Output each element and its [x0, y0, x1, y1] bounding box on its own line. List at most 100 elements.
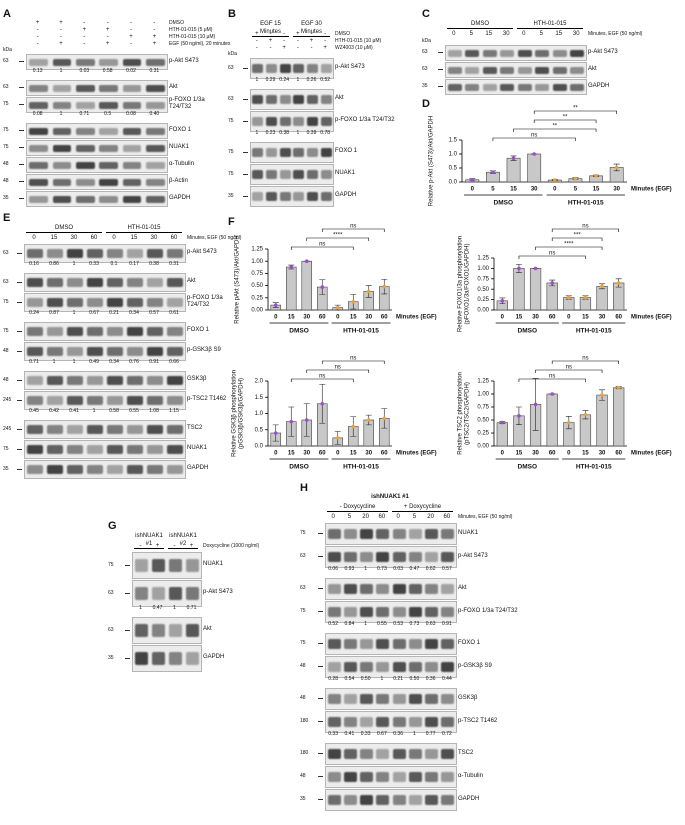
blot-band: [376, 584, 390, 594]
y-tick-label: 0.25: [251, 295, 263, 301]
blot-band: [167, 376, 183, 385]
blot: [24, 342, 186, 361]
blot-band: [147, 376, 163, 385]
data-point: [500, 420, 505, 425]
blot-band: [447, 66, 462, 74]
blot-label: p-FOXO 1/3a T24/T32: [458, 607, 518, 614]
significance-bracket: [535, 369, 603, 373]
data-point: [382, 416, 387, 421]
blot-band: [99, 127, 118, 135]
blot-band: [517, 66, 532, 74]
blot-label: p-GSK3β S9: [187, 347, 221, 353]
quant-value: 0.40: [149, 111, 160, 117]
quant-value: 0.03: [79, 68, 90, 74]
blot-band: [465, 83, 480, 91]
blot: [26, 80, 168, 96]
quant-value: 0.61: [169, 310, 179, 316]
x-tick-label: 0: [501, 315, 505, 321]
blot-band: [87, 298, 103, 307]
bar: [579, 414, 592, 447]
blot: [325, 633, 457, 655]
blot-band: [408, 639, 422, 649]
blot-band: [425, 662, 439, 672]
quant-value: 0.45: [29, 408, 39, 414]
blot-band: [343, 584, 357, 594]
kda-marker: 75: [228, 148, 234, 155]
x-axis-label: Minutes (EGF): [396, 451, 437, 457]
blot-band: [320, 169, 332, 180]
y-tick-label: 0.50: [251, 283, 263, 289]
kda-marker: 245: [3, 396, 12, 403]
blot-band: [535, 49, 550, 57]
quant-value: 0.57: [442, 566, 452, 572]
group-label: DMSO: [289, 464, 309, 471]
significance-bracket: [518, 378, 586, 382]
blot-band: [107, 425, 123, 434]
blot-band: [425, 639, 439, 649]
kda-tick: [318, 721, 323, 722]
blot-band: [87, 396, 103, 405]
blot-band: [392, 795, 406, 805]
blot-band: [146, 58, 165, 66]
blot-band: [392, 552, 406, 562]
blot-band: [134, 587, 149, 600]
lane-label: -: [139, 543, 142, 549]
significance-bracket: [306, 237, 370, 241]
blot-band: [52, 58, 72, 66]
blot-band: [376, 529, 390, 539]
blot-label: NUAK1: [187, 445, 208, 451]
blot-band: [425, 607, 439, 617]
blot-band: [122, 178, 142, 186]
blot-band: [146, 101, 165, 109]
kda-marker: 48: [300, 695, 306, 701]
blot-label: GSK3β: [187, 376, 207, 382]
data-point: [382, 284, 387, 289]
lane-label: -: [324, 31, 327, 37]
blot-band: [392, 584, 406, 594]
blot-band: [343, 694, 357, 704]
x-tick-label: 0: [567, 451, 571, 457]
panel-letter: A: [3, 8, 11, 20]
y-tick-label: 0.50: [477, 287, 489, 293]
blot-band: [52, 178, 72, 186]
kda-marker: 48: [3, 347, 9, 354]
lane-label: -: [153, 27, 156, 33]
chart: D Relative p-Akt (S473)/Akt/GAPDH 0.0 0.5 1.…: [422, 98, 672, 207]
quant-value: 0.33: [328, 731, 338, 737]
blot: [325, 688, 457, 710]
x-tick-label: 30: [531, 187, 538, 193]
blot-band: [151, 652, 166, 665]
blot: [250, 142, 334, 163]
blot-band: [67, 445, 83, 454]
chart: Relative GSK3β phosphorylation (pGSK3β/GS…: [232, 356, 437, 471]
blot-band: [465, 49, 480, 57]
blot-band: [441, 749, 455, 759]
panel-letter: F: [228, 216, 235, 228]
quant-value: 0.42: [49, 408, 59, 414]
blot-band: [122, 195, 142, 203]
quant-value: 0.71: [79, 111, 90, 117]
kda-tick: [125, 592, 130, 594]
blot-label: Akt: [335, 95, 344, 101]
blot-label: FOXO 1: [335, 148, 358, 154]
blot: [325, 578, 457, 600]
x-tick-label: 60: [319, 315, 326, 321]
x-tick-label: 0: [336, 315, 340, 321]
blot-band: [293, 169, 305, 180]
y-axis-label: Relative GSK3β phosphorylation: [232, 370, 238, 457]
quant-value: 0.71: [29, 359, 39, 365]
blot-band: [67, 278, 83, 287]
kda-marker: 63: [108, 589, 114, 596]
significance-bracket: [492, 137, 576, 141]
y-tick-label: 0.50: [477, 418, 489, 424]
lane-label: 15: [130, 235, 138, 241]
significance-label: ns: [319, 242, 325, 248]
kda-tick: [438, 69, 443, 70]
blot-label: Akt: [203, 626, 212, 632]
blot-band: [376, 795, 390, 805]
blot-band: [167, 425, 183, 434]
data-point: [351, 299, 356, 304]
x-tick-label: 60: [381, 315, 388, 321]
y-tick-label: 0.00: [251, 308, 263, 314]
blot-band: [76, 101, 95, 109]
